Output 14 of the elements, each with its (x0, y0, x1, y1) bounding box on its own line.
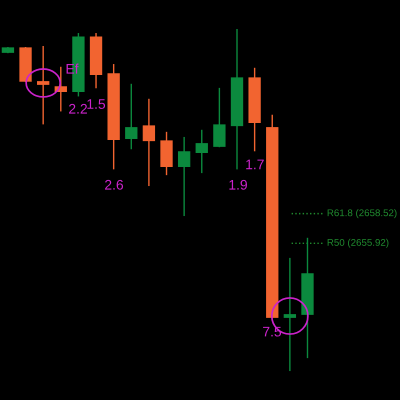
candlestick (125, 84, 138, 150)
candlestick (284, 258, 296, 372)
candlestick (213, 88, 226, 148)
annotation: 1.7 (246, 160, 264, 170)
candlestick (196, 130, 208, 174)
candlestick (178, 136, 190, 216)
ref-line-label: R61.8 (2658.52) (328, 209, 397, 218)
annotation: 2.2 (69, 104, 87, 114)
candlestick (37, 46, 50, 124)
ref-line-label: R50 (2655.92) (328, 238, 388, 248)
candlestick (142, 98, 156, 186)
annotation: 1.9 (229, 180, 247, 190)
annotation: 1.5 (87, 99, 106, 109)
annotation: 2.6 (105, 180, 124, 190)
